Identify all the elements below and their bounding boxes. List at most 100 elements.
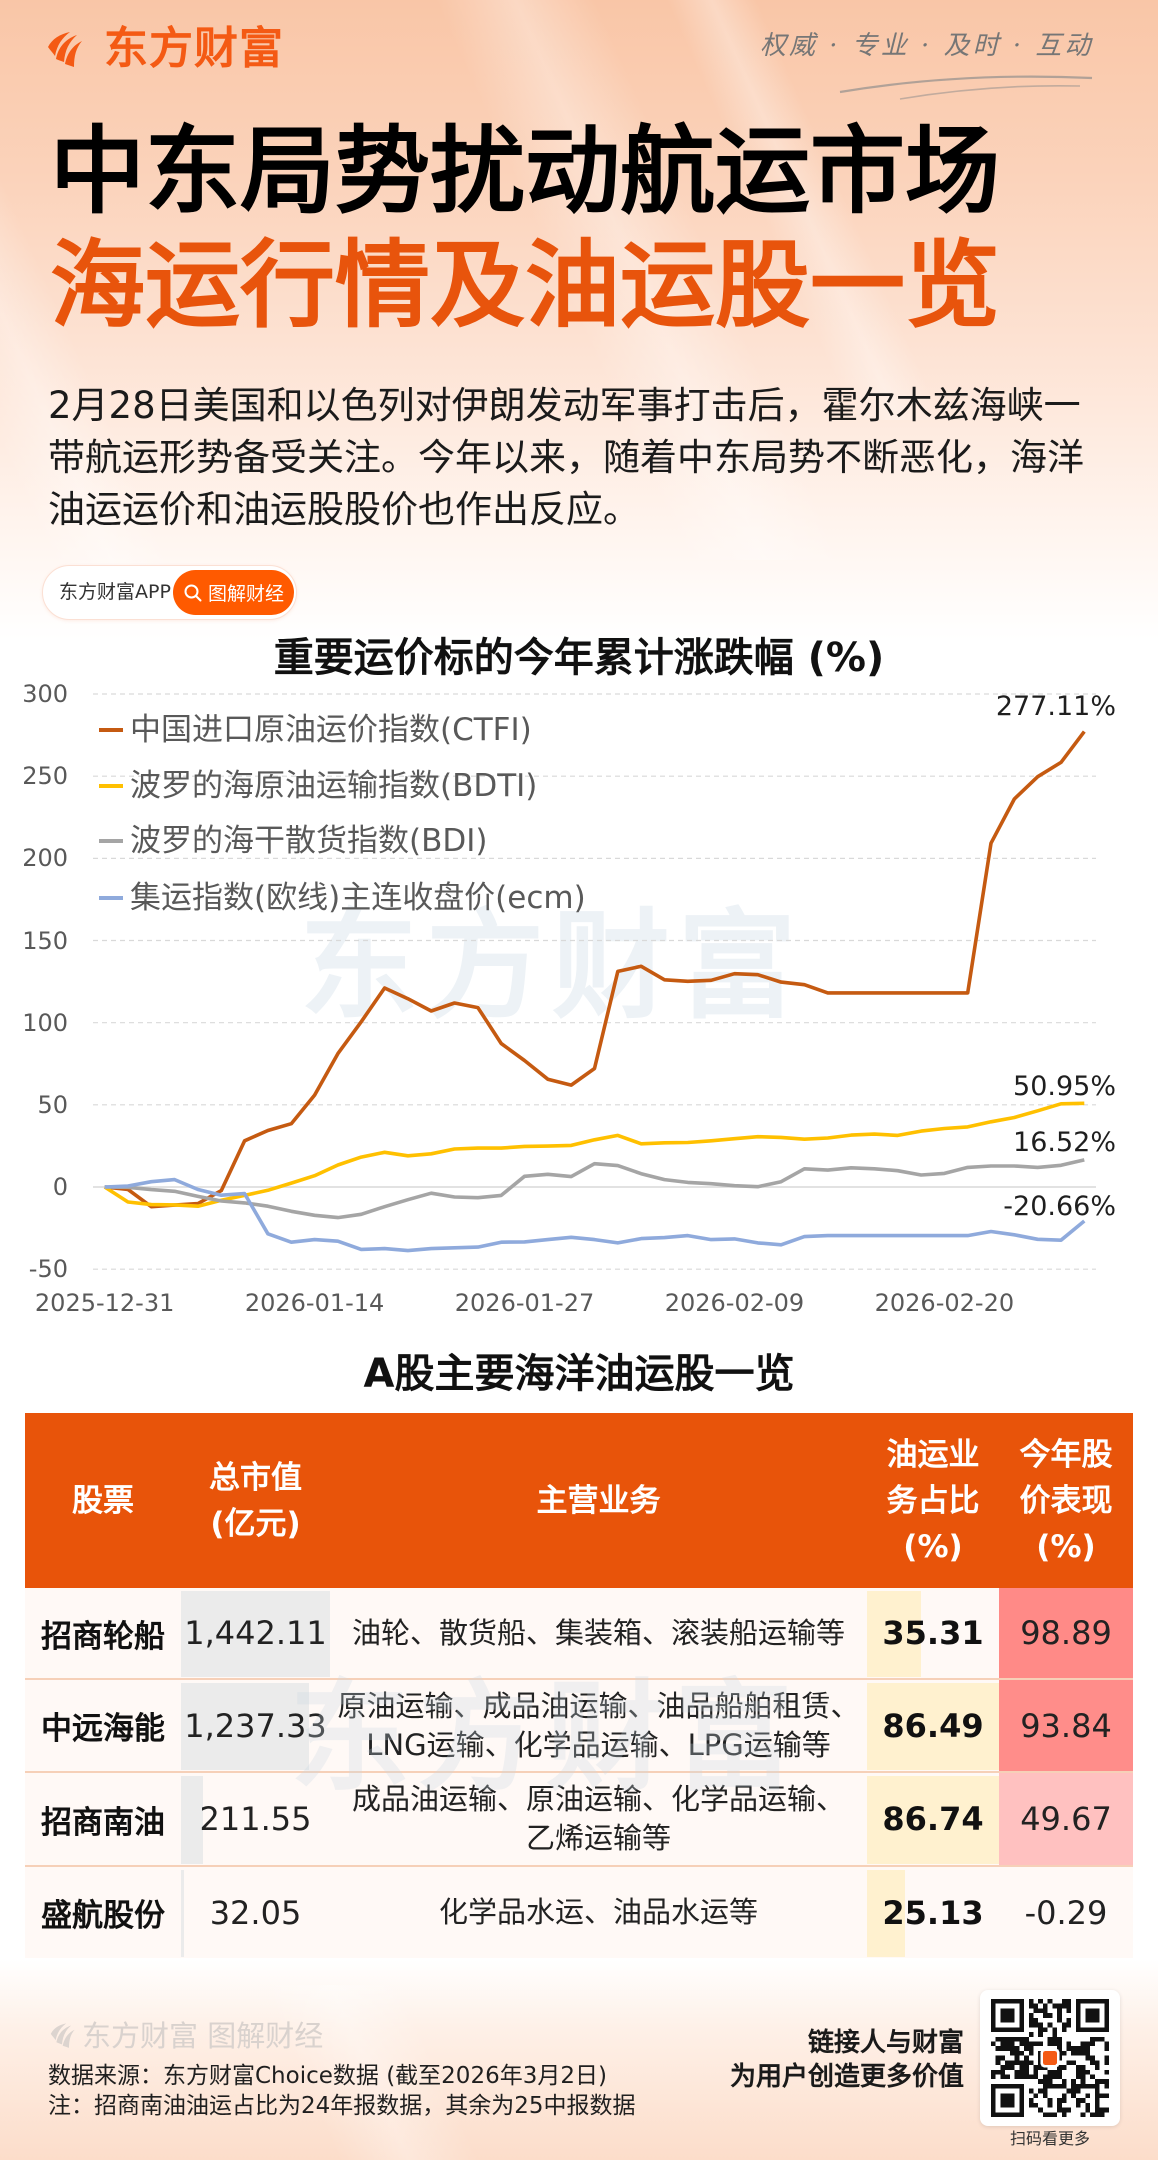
legend-label: 集运指数(欧线)主连收盘价(ecm)	[130, 880, 586, 916]
y-tick-label: -50	[28, 1255, 68, 1284]
cell-market-cap: 1,237.33	[181, 1680, 330, 1771]
legend-marker-icon	[99, 839, 123, 843]
oil-share-bar	[867, 1870, 906, 1957]
header-oil-share: 油运业 务占比 (%)	[867, 1413, 999, 1588]
oil-share-value: 86.49	[882, 1706, 984, 1745]
oil-share-value: 35.31	[882, 1614, 984, 1652]
end-value-label-bdti: 50.95%	[1013, 1071, 1116, 1102]
legend-item-bdi: 波罗的海干散货指数(BDI)	[99, 822, 487, 860]
end-value-label-bdi: 16.52%	[1013, 1127, 1116, 1158]
y-tick-label: 150	[22, 926, 68, 955]
oil-shipping-stocks-table: 股票 总市值 (亿元) 主营业务 油运业 务占比 (%) 今年股 价表现 (%)…	[25, 1413, 1133, 1958]
graphic-finance-button-label: 图解财经	[207, 583, 284, 605]
market-cap-bar	[181, 1776, 203, 1864]
cell-oil-share: 25.13	[867, 1867, 999, 1958]
app-badge: 东方财富APP 图解财经	[42, 565, 297, 620]
header-market-cap: 总市值 (亿元)	[181, 1413, 330, 1588]
end-value-label-ctfi: 277.11%	[995, 691, 1116, 722]
cell-business: 原油运输、成品油运输、油品船舶租赁、 LNG运输、化学品运输、LPG运输等	[330, 1680, 867, 1771]
market-cap-value: 211.55	[199, 1800, 312, 1838]
qr-caption: 扫码看更多	[1009, 2129, 1090, 2148]
cell-business: 油轮、散货船、集装箱、滚装船运输等	[330, 1588, 867, 1678]
intro-paragraph: 2月28日美国和以色列对伊朗发动军事打击后，霍尔木兹海峡一 带航运形势备受关注。…	[48, 380, 1128, 536]
graphic-finance-button[interactable]: 图解财经	[173, 570, 294, 615]
business-text: LNG运输、化学品运输、LPG运输等	[366, 1727, 831, 1762]
market-cap-bar	[181, 1870, 185, 1957]
legend-marker-icon	[99, 896, 123, 900]
market-cap-bar	[181, 1683, 309, 1770]
cell-ytd-change: 93.84	[999, 1680, 1133, 1771]
cell-oil-share: 35.31	[867, 1588, 999, 1678]
chart-plot-area	[93, 693, 1096, 1270]
x-tick-label: 2026-01-14	[244, 1289, 385, 1317]
data-source-text: 数据来源：东方财富Choice数据 (截至2026年3月2日)	[48, 2063, 607, 2089]
eastmoney-flame-icon	[48, 32, 82, 67]
page-title-line1: 中东局势扰动航运市场	[50, 117, 1001, 227]
business-text: 化学品水运、油品水运等	[438, 1895, 758, 1929]
cell-stock: 中远海能	[25, 1680, 181, 1771]
cell-market-cap: 1,442.11	[181, 1588, 330, 1678]
series-line-ecm	[104, 1177, 1086, 1253]
qr-code	[980, 1990, 1120, 2126]
stock-name: 招商南油	[41, 1804, 165, 1841]
stock-name: 招商轮船	[41, 1618, 165, 1655]
legend-marker-icon	[99, 728, 123, 732]
footnote-text: 注：招商南油油运占比为24年报数据，其余为25中报数据	[48, 2093, 636, 2119]
app-badge-label: 东方财富APP	[59, 581, 171, 603]
cell-stock: 招商轮船	[25, 1588, 181, 1678]
table-row: 招商南油 211.55 成品油运输、原油运输、化学品运输、 乙烯运输等 86.74…	[25, 1773, 1133, 1867]
legend-item-ecm: 集运指数(欧线)主连收盘价(ecm)	[99, 879, 586, 917]
ytd-change-value: 93.84	[1020, 1706, 1112, 1745]
footer-background	[0, 1960, 1158, 2160]
ytd-change-value: -0.29	[1024, 1893, 1108, 1932]
oil-share-bar	[867, 1683, 999, 1770]
table-title: A股主要海洋油运股一览	[363, 1351, 795, 1397]
legend-marker-icon	[99, 784, 123, 788]
oil-share-value: 86.74	[882, 1800, 984, 1838]
market-cap-value: 1,237.33	[184, 1706, 327, 1745]
header-text: 总市值	[209, 1459, 302, 1496]
business-text: 原油运输、成品油运输、油品船舶租赁、	[337, 1688, 860, 1723]
series-line-ctfi	[104, 730, 1086, 1209]
header-stock: 股票	[25, 1413, 181, 1588]
oil-share-bar	[867, 1591, 921, 1677]
legend-item-ctfi: 中国进口原油运价指数(CTFI)	[99, 711, 532, 749]
table-header-row: 股票 总市值 (亿元) 主营业务 油运业 务占比 (%) 今年股 价表现 (%)	[25, 1413, 1133, 1588]
line-chart: 东方财富 中国进口原油运价指数(CTFI) 波罗的海原油运输指数(BDTI) 波…	[0, 640, 1158, 1340]
business-text: 乙烯运输等	[525, 1821, 671, 1855]
header-text: 今年股	[1019, 1436, 1113, 1473]
cell-ytd-change: -0.29	[999, 1867, 1133, 1958]
cell-oil-share: 86.74	[867, 1773, 999, 1865]
chart-title: 重要运价标的今年累计涨跌幅 (%)	[273, 635, 885, 681]
table-row: 中远海能 1,237.33 原油运输、成品油运输、油品船舶租赁、 LNG运输、化学…	[25, 1680, 1133, 1773]
y-tick-label: 100	[22, 1008, 68, 1037]
y-tick-label: 300	[22, 680, 68, 708]
eastmoney-flame-icon	[50, 2023, 75, 2048]
oil-share-bar	[867, 1776, 999, 1864]
market-cap-value: 32.05	[209, 1893, 302, 1932]
header-text: 油运业	[886, 1436, 980, 1473]
end-value-label-ecm: -20.66%	[1003, 1191, 1116, 1222]
y-tick-label: 250	[22, 762, 68, 791]
header-text: (亿元)	[210, 1505, 301, 1542]
intro-line: 带航运形势备受关注。今年以来，随着中东局势不断恶化，海洋	[48, 436, 1084, 479]
legend-label: 波罗的海原油运输指数(BDTI)	[130, 768, 538, 804]
table-row: 盛航股份 32.05 化学品水运、油品水运等 25.13 -0.29	[25, 1867, 1133, 1958]
y-tick-label: 50	[37, 1090, 68, 1119]
slogan-line: 链接人与财富	[807, 2028, 964, 2058]
ytd-change-value: 49.67	[1020, 1800, 1112, 1838]
x-tick-label: 2026-02-09	[664, 1289, 805, 1317]
footer-brand-text: 东方财富 图解财经	[82, 2019, 324, 2053]
y-tick-label: 0	[52, 1173, 68, 1201]
oil-share-value: 25.13	[882, 1893, 984, 1932]
business-text: 油轮、散货船、集装箱、滚装船运输等	[351, 1615, 845, 1650]
swoosh-decoration-icon	[839, 75, 1093, 100]
legend-label: 中国进口原油运价指数(CTFI)	[130, 712, 532, 748]
market-cap-bar	[181, 1591, 330, 1677]
cell-stock: 招商南油	[25, 1773, 181, 1865]
brand-logo-text: 东方财富	[104, 23, 284, 74]
x-tick-label: 2026-01-27	[454, 1289, 595, 1317]
cell-market-cap: 211.55	[181, 1773, 330, 1865]
cell-business: 化学品水运、油品水运等	[330, 1867, 867, 1958]
legend-label: 波罗的海干散货指数(BDI)	[130, 823, 488, 859]
